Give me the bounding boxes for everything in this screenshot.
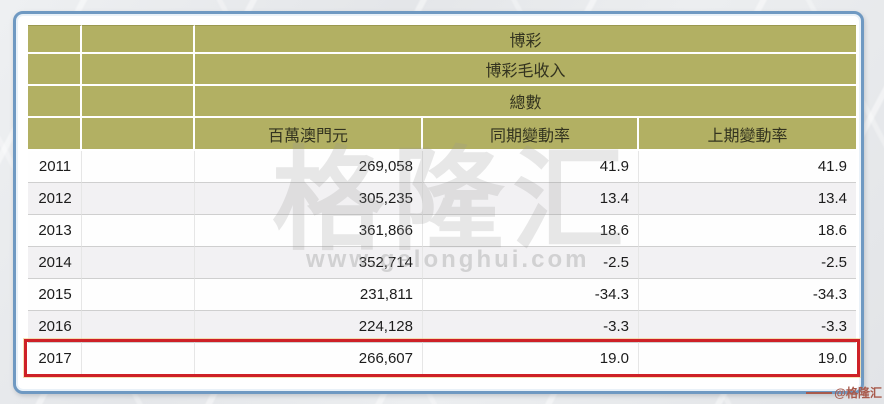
- table-row: 2013 361,866 18.6 18.6: [28, 215, 857, 247]
- momp-value-cell: 269,058: [195, 151, 423, 183]
- table-row: 2011 269,058 41.9 41.9: [28, 151, 857, 183]
- header-gross-gaming-revenue: 博彩毛收入: [195, 54, 857, 86]
- header-empty-cell: [82, 118, 195, 151]
- column-header-yoy-rate: 同期變動率: [423, 118, 639, 151]
- yoy-rate-cell: -2.5: [423, 247, 639, 279]
- prev-rate-cell: -34.3: [639, 279, 857, 311]
- header-empty-cell: [28, 25, 82, 54]
- yoy-rate-cell: 18.6: [423, 215, 639, 247]
- header-row-gross-revenue: 博彩毛收入: [28, 54, 857, 86]
- gaming-revenue-table: 博彩 博彩毛收入 總數 百萬澳門元 同期變動率 上期變動率: [28, 25, 857, 375]
- empty-cell: [82, 215, 195, 247]
- momp-value-cell: 361,866: [195, 215, 423, 247]
- header-row-category: 博彩: [28, 25, 857, 54]
- yoy-rate-cell: 13.4: [423, 183, 639, 215]
- empty-cell: [82, 151, 195, 183]
- column-header-prev-period-rate: 上期變動率: [639, 118, 857, 151]
- empty-cell: [82, 247, 195, 279]
- yoy-rate-cell: 19.0: [423, 343, 639, 375]
- momp-value-cell: 266,607: [195, 343, 423, 375]
- corner-credit-text: @格隆汇: [834, 386, 882, 400]
- empty-cell: [82, 343, 195, 375]
- table-row: 2015 231,811 -34.3 -34.3: [28, 279, 857, 311]
- year-cell: 2015: [28, 279, 82, 311]
- dash-line: [806, 391, 833, 394]
- prev-rate-cell: -3.3: [639, 311, 857, 343]
- header-total: 總數: [195, 86, 857, 118]
- stats-table: 博彩 博彩毛收入 總數 百萬澳門元 同期變動率 上期變動率: [28, 25, 857, 375]
- table-row: 2016 224,128 -3.3 -3.3: [28, 311, 857, 343]
- year-cell: 2017: [28, 343, 82, 375]
- momp-value-cell: 305,235: [195, 183, 423, 215]
- yoy-rate-cell: 41.9: [423, 151, 639, 183]
- year-cell: 2012: [28, 183, 82, 215]
- year-cell: 2011: [28, 151, 82, 183]
- prev-rate-cell: 13.4: [639, 183, 857, 215]
- header-empty-cell: [82, 54, 195, 86]
- table-row: 2017 266,607 19.0 19.0: [28, 343, 857, 375]
- gelonghui-corner-credit: @格隆汇: [806, 384, 882, 401]
- empty-cell: [82, 183, 195, 215]
- header-empty-cell: [28, 86, 82, 118]
- header-empty-cell: [28, 54, 82, 86]
- prev-rate-cell: 19.0: [639, 343, 857, 375]
- yoy-rate-cell: -34.3: [423, 279, 639, 311]
- momp-value-cell: 352,714: [195, 247, 423, 279]
- year-cell: 2016: [28, 311, 82, 343]
- header-empty-cell: [28, 118, 82, 151]
- header-row-total: 總數: [28, 86, 857, 118]
- table-row: 2014 352,714 -2.5 -2.5: [28, 247, 857, 279]
- empty-cell: [82, 279, 195, 311]
- momp-value-cell: 231,811: [195, 279, 423, 311]
- column-header-momp: 百萬澳門元: [195, 118, 423, 151]
- yoy-rate-cell: -3.3: [423, 311, 639, 343]
- year-cell: 2014: [28, 247, 82, 279]
- prev-rate-cell: 41.9: [639, 151, 857, 183]
- prev-rate-cell: 18.6: [639, 215, 857, 247]
- empty-cell: [82, 311, 195, 343]
- table-row: 2012 305,235 13.4 13.4: [28, 183, 857, 215]
- header-empty-cell: [82, 25, 195, 54]
- column-header-row: 百萬澳門元 同期變動率 上期變動率: [28, 118, 857, 151]
- year-cell: 2013: [28, 215, 82, 247]
- header-empty-cell: [82, 86, 195, 118]
- prev-rate-cell: -2.5: [639, 247, 857, 279]
- header-gaming: 博彩: [195, 25, 857, 54]
- momp-value-cell: 224,128: [195, 311, 423, 343]
